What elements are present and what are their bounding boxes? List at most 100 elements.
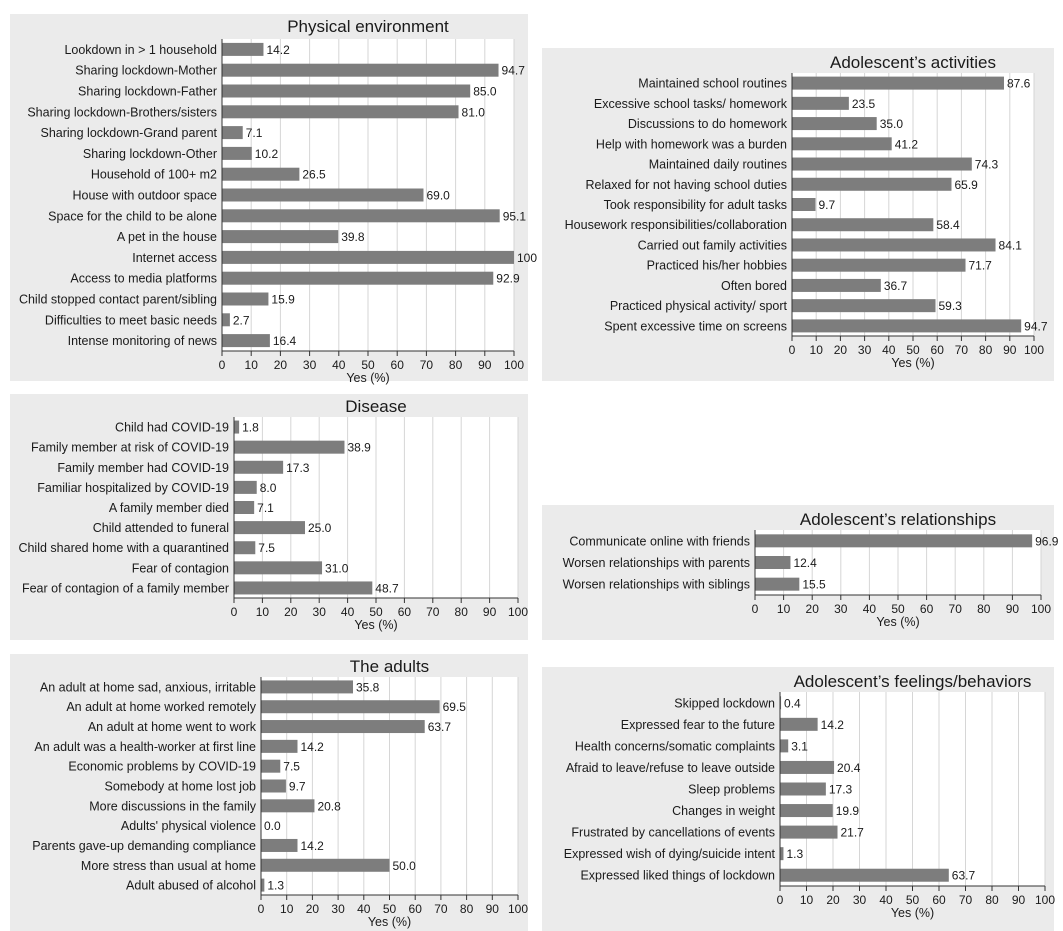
x-tick-label: 20 xyxy=(834,343,848,357)
x-tick-label: 10 xyxy=(256,605,270,619)
bar-difficulties-to-meet-basic-needs xyxy=(222,313,230,327)
x-tick-label: 70 xyxy=(949,602,963,616)
x-tick-label: 50 xyxy=(906,343,920,357)
x-tick-label: 70 xyxy=(959,893,973,907)
category-label: An adult at home sad, anxious, irritable xyxy=(40,680,256,694)
x-tick-label: 90 xyxy=(478,358,492,372)
x-tick-label: 90 xyxy=(1006,602,1020,616)
category-label: Expressed fear to the future xyxy=(621,718,775,732)
bar-child-stopped-contact-parent-sibling xyxy=(222,292,269,306)
bar-internet-access xyxy=(222,250,514,264)
category-label: More stress than usual at home xyxy=(81,859,256,873)
bar-frustrated-by-cancellations-of-events xyxy=(780,825,838,839)
bar-intense-monitoring-of-news xyxy=(222,334,270,348)
category-label: Family member at risk of COVID-19 xyxy=(31,441,229,455)
bar-expressed-liked-things-of-lockdown xyxy=(780,868,949,882)
bar-family-member-at-risk-of-covid-19 xyxy=(234,440,345,454)
x-tick-label: 100 xyxy=(1031,602,1051,616)
value-label: 100 xyxy=(517,251,537,265)
value-label: 69.5 xyxy=(443,700,467,714)
bar-an-adult-at-home-went-to-work xyxy=(261,720,425,734)
x-axis-title: Yes (%) xyxy=(891,356,934,370)
bar-lookdown-in-1-household xyxy=(222,42,264,56)
value-label: 41.2 xyxy=(895,137,919,151)
value-label: 69.0 xyxy=(426,189,450,203)
value-label: 17.3 xyxy=(286,461,310,475)
bar-economic-problems-by-covid-19 xyxy=(261,759,281,773)
category-label: An adult at home worked remotely xyxy=(66,700,256,714)
category-label: Difficulties to meet basic needs xyxy=(45,313,217,327)
x-tick-label: 40 xyxy=(341,605,355,619)
bar-maintained-daily-routines xyxy=(792,157,972,171)
x-tick-label: 100 xyxy=(504,358,524,372)
category-label: Maintained school routines xyxy=(638,77,787,91)
category-label: Child shared home with a quarantined xyxy=(18,541,229,555)
bar-discussions-to-do-homework xyxy=(792,117,877,131)
value-label: 63.7 xyxy=(952,869,976,883)
value-label: 0.4 xyxy=(784,696,801,710)
chart-panel-adolescent-feelings: Adolescent’s feelings/behaviors Skipped l… xyxy=(542,667,1055,931)
x-tick-label: 0 xyxy=(258,902,265,916)
x-tick-label: 70 xyxy=(420,358,434,372)
bar-a-family-member-died xyxy=(234,501,255,514)
bar-excessive-school-tasks-homework xyxy=(792,96,849,110)
value-label: 94.7 xyxy=(502,64,526,78)
bar-somebody-at-home-lost-job xyxy=(261,779,286,793)
x-tick-label: 50 xyxy=(906,893,920,907)
x-tick-label: 50 xyxy=(383,902,397,916)
value-label: 20.8 xyxy=(317,799,341,813)
category-label: Fear of contagion of a family member xyxy=(22,581,229,595)
x-tick-label: 0 xyxy=(231,605,238,619)
category-label: Sleep problems xyxy=(688,783,775,797)
bar-more-stress-than-usual-at-home xyxy=(261,858,390,872)
bar-skipped-lockdown xyxy=(780,696,782,710)
x-tick-label: 40 xyxy=(357,902,371,916)
x-tick-label: 80 xyxy=(460,902,474,916)
value-label: 85.0 xyxy=(473,85,497,99)
value-label: 81.0 xyxy=(462,105,486,119)
category-label: A family member died xyxy=(109,501,229,515)
bar-help-with-homework-was-a-burden xyxy=(792,137,892,151)
bar-adult-abused-of-alcohol xyxy=(261,878,265,892)
chart-panel-disease: Disease Child had COVID-19 1.8 Family membe… xyxy=(10,394,528,640)
bar-an-adult-at-home-worked-remotely xyxy=(261,700,440,714)
bar-practiced-his-her-hobbies xyxy=(792,258,966,272)
category-label: House with outdoor space xyxy=(72,189,217,203)
x-tick-label: 40 xyxy=(879,893,893,907)
category-label: Intense monitoring of news xyxy=(68,334,217,348)
value-label: 26.5 xyxy=(302,168,326,182)
category-label: Fear of contagion xyxy=(132,561,229,575)
bar-afraid-to-leave-refuse-to-leave-outside xyxy=(780,760,835,774)
category-label: An adult at home went to work xyxy=(88,720,257,734)
value-label: 1.3 xyxy=(267,879,284,893)
value-label: 94.7 xyxy=(1024,319,1048,333)
x-tick-label: 30 xyxy=(853,893,867,907)
x-tick-label: 60 xyxy=(409,902,423,916)
value-label: 58.4 xyxy=(936,218,960,232)
value-label: 7.5 xyxy=(283,760,300,774)
value-label: 21.7 xyxy=(841,826,865,840)
x-tick-label: 70 xyxy=(434,902,448,916)
category-label: Communicate online with friends xyxy=(569,534,750,548)
category-label: Sharing lockdown-Brothers/sisters xyxy=(27,105,217,119)
bar-worsen-relationships-with-siblings xyxy=(755,577,800,591)
value-label: 9.7 xyxy=(818,198,835,212)
x-tick-label: 60 xyxy=(932,893,946,907)
x-tick-label: 90 xyxy=(486,902,500,916)
category-label: Familiar hospitalized by COVID-19 xyxy=(37,481,229,495)
category-label: Sharing lockdown-Grand parent xyxy=(41,126,218,140)
bar-relaxed-for-not-having-school-duties xyxy=(792,177,952,191)
x-tick-label: 100 xyxy=(1035,893,1055,907)
category-label: Adult abused of alcohol xyxy=(126,879,256,893)
bar-sharing-lockdown-father xyxy=(222,84,471,98)
x-tick-label: 0 xyxy=(752,602,759,616)
category-label: Internet access xyxy=(132,251,217,265)
chart-disease: Disease Child had COVID-19 1.8 Family membe… xyxy=(18,397,528,632)
value-label: 7.5 xyxy=(258,541,275,555)
value-label: 87.6 xyxy=(1007,77,1031,91)
bar-practiced-physical-activity-sport xyxy=(792,299,936,313)
category-label: Child attended to funeral xyxy=(93,521,229,535)
value-label: 63.7 xyxy=(428,720,452,734)
x-tick-label: 0 xyxy=(789,343,796,357)
x-tick-label: 80 xyxy=(985,893,999,907)
